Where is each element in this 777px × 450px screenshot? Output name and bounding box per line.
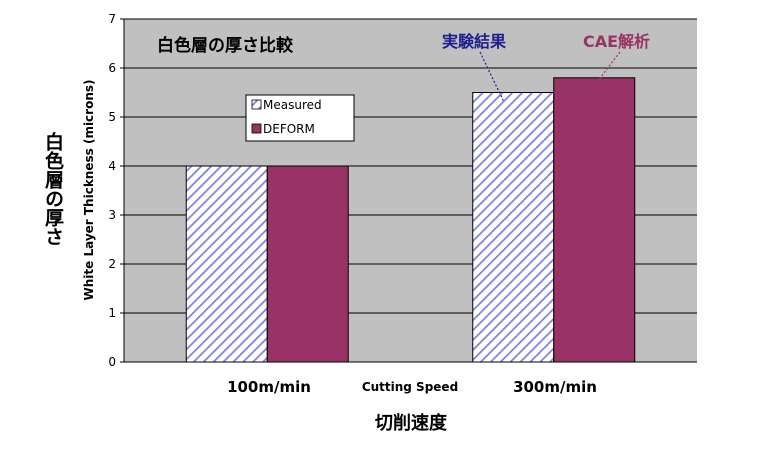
annotation-leader-line xyxy=(593,51,621,87)
y-tick-label: 4 xyxy=(108,159,116,173)
legend: Measured DEFORM xyxy=(245,94,355,142)
y-tick-label: 5 xyxy=(108,110,116,124)
legend-label-deform: DEFORM xyxy=(263,122,315,136)
x-category-label-300: 300m/min xyxy=(513,378,597,396)
legend-swatch-measured xyxy=(251,99,262,110)
x-category-label-100: 100m/min xyxy=(227,378,311,396)
chart-title: 白色層の厚さ比較 xyxy=(157,35,294,56)
annotation-cae: CAE解析 xyxy=(583,32,650,51)
annotation-leader-line xyxy=(479,51,504,101)
x-axis-title-ja: 切削速度 xyxy=(375,412,448,434)
y-tick-label: 7 xyxy=(108,12,116,26)
y-tick-label: 6 xyxy=(108,61,116,75)
legend-label-measured: Measured xyxy=(263,98,322,112)
x-axis-title: Cutting Speed xyxy=(362,380,458,394)
y-ticks: 0 1 2 3 4 5 6 7 xyxy=(108,12,124,369)
legend-swatch-deform xyxy=(251,123,262,134)
bar-measured-100m-min xyxy=(185,165,268,363)
bar-measured-300m-min xyxy=(472,92,555,363)
y-axis-title: White Layer Thickness (microns) xyxy=(82,79,96,300)
y-tick-label: 1 xyxy=(108,306,116,320)
annotation-measured: 実験結果 xyxy=(442,32,506,51)
annotation-leaders xyxy=(479,51,621,101)
bar-deform-100m-min xyxy=(266,165,349,363)
y-tick-label: 2 xyxy=(108,257,116,271)
bar-deform-300m-min xyxy=(553,77,636,363)
y-tick-label: 3 xyxy=(108,208,116,222)
y-axis-title-ja: 白色層の厚さ xyxy=(42,132,64,246)
y-tick-label: 0 xyxy=(108,355,116,369)
